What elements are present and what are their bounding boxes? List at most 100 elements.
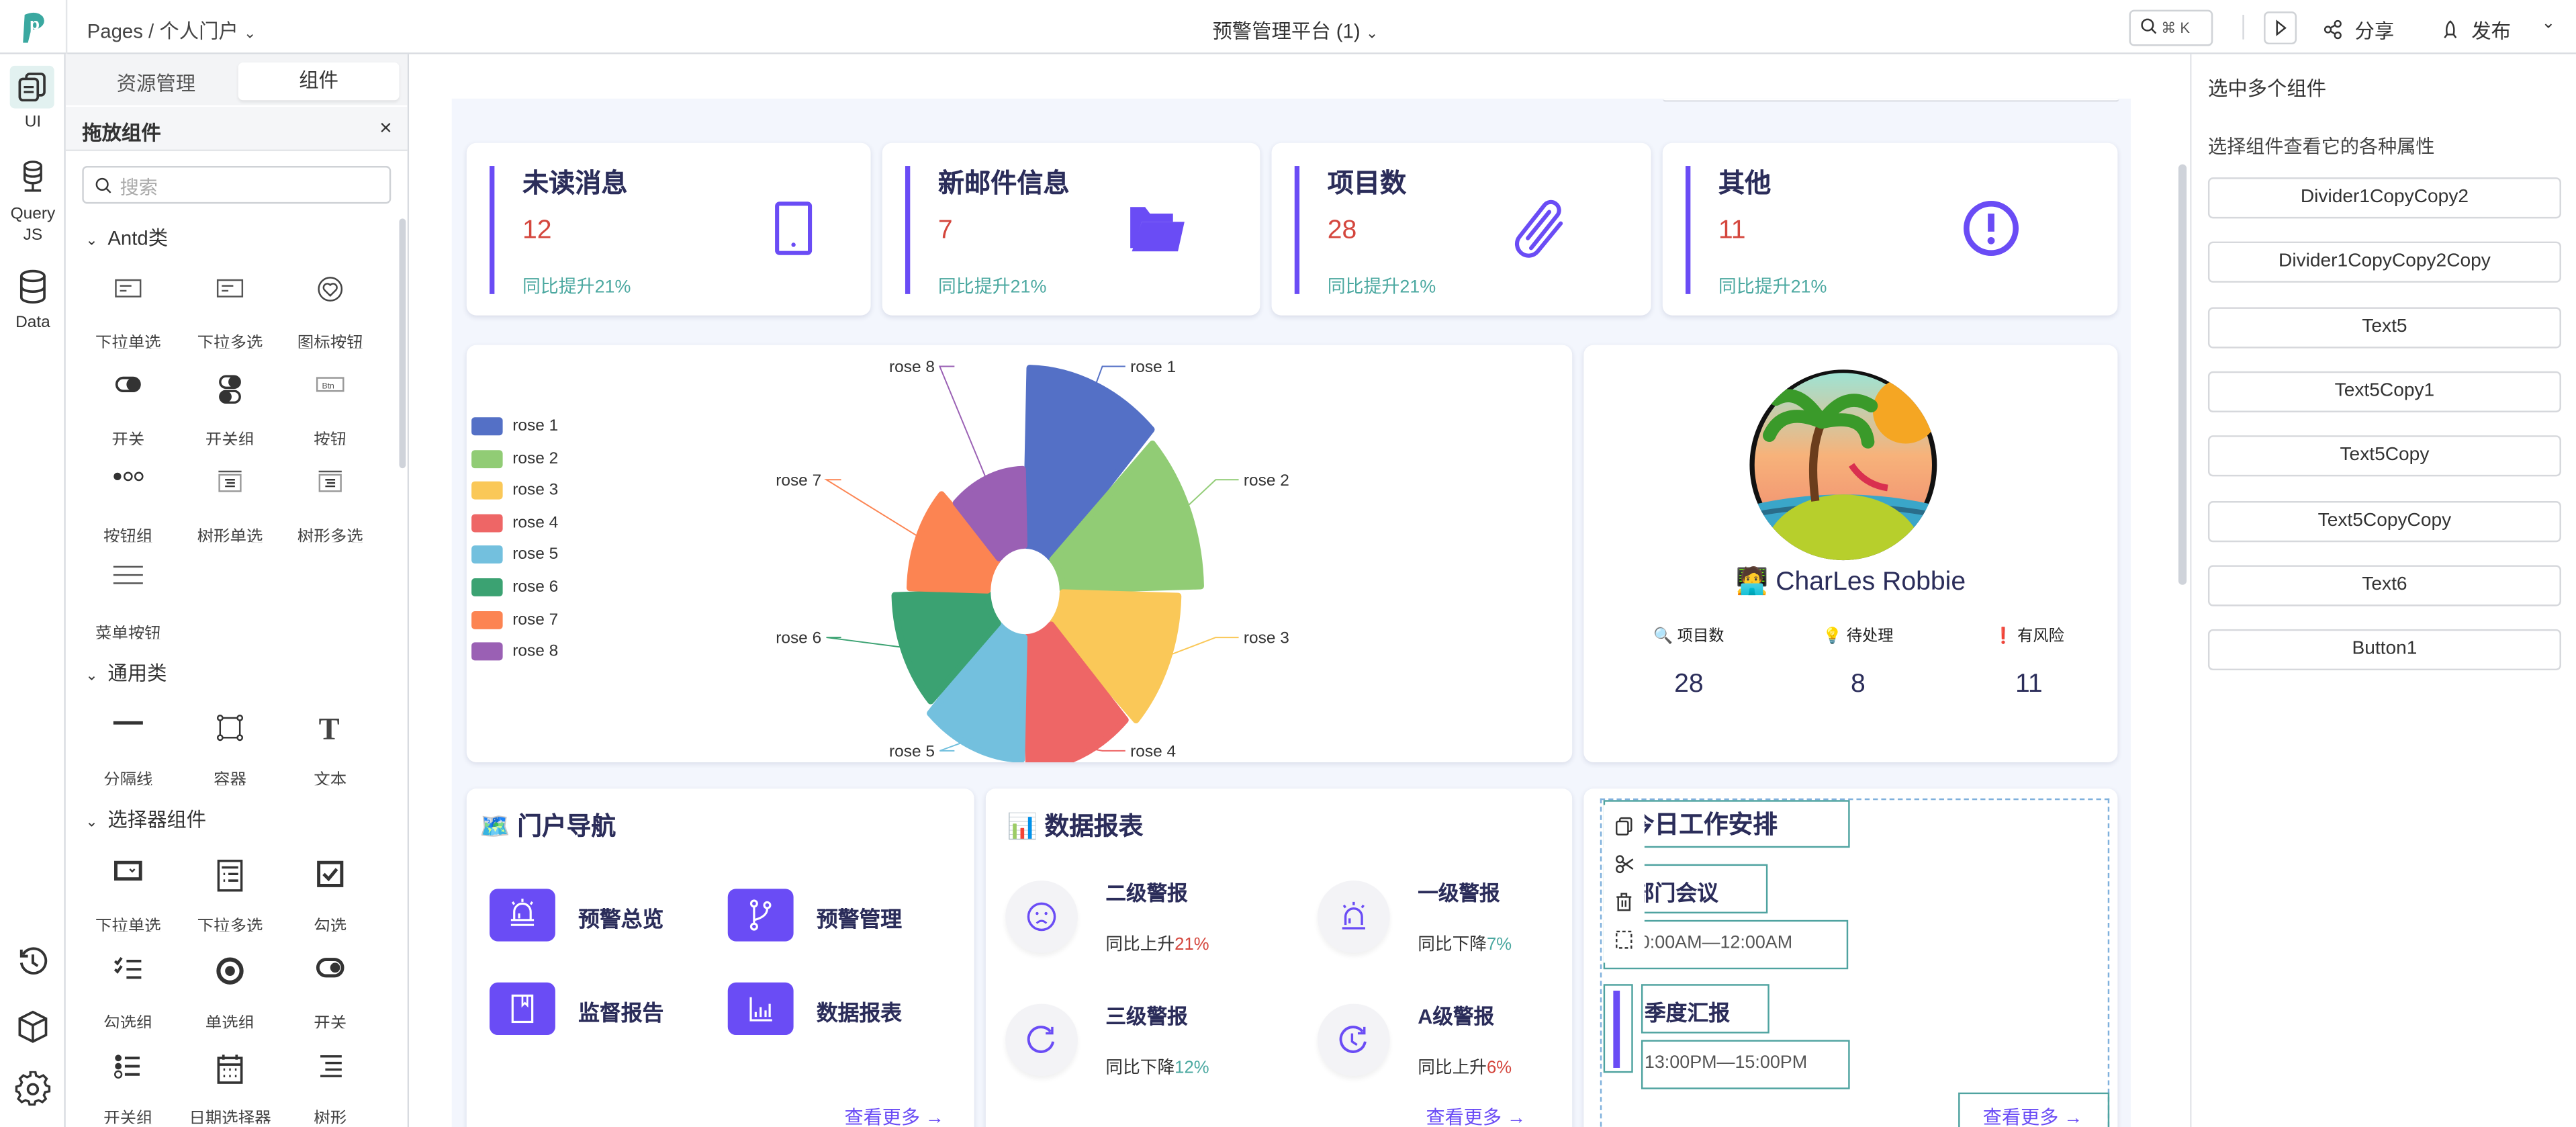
rose-segment[interactable] <box>1049 589 1182 724</box>
left-rail: UI Query JS Data <box>0 54 66 1127</box>
legend-item[interactable]: rose 3 <box>471 482 558 501</box>
breadcrumb[interactable]: Pages / 个人门户 ⌄ <box>87 16 257 44</box>
nav-item-label[interactable]: 预警总览 <box>578 907 664 932</box>
component-item[interactable] <box>179 859 281 905</box>
component-item[interactable] <box>77 713 179 746</box>
selected-component[interactable] <box>1641 984 1769 1034</box>
rose-segment[interactable] <box>1023 365 1155 561</box>
selected-component-button[interactable]: Divider1CopyCopy2 <box>2207 177 2561 219</box>
rose-segment[interactable] <box>1023 621 1129 762</box>
selected-component-button[interactable]: Button1 <box>2207 629 2561 671</box>
component-item[interactable] <box>77 859 179 895</box>
component-item[interactable] <box>279 859 381 902</box>
component-item[interactable] <box>77 276 179 312</box>
component-label: 图标按钮 <box>297 335 363 349</box>
app-title-dropdown[interactable]: 预警管理平台 (1) ⌄ <box>1212 16 1378 44</box>
delete-icon[interactable] <box>1615 892 1633 911</box>
segment-label: rose 2 <box>1244 471 1289 490</box>
tab-components[interactable]: 组件 <box>238 62 400 101</box>
cube-icon[interactable] <box>16 1009 49 1045</box>
nav-item-label[interactable]: 数据报表 <box>816 1000 903 1026</box>
legend-item[interactable]: rose 1 <box>471 417 558 437</box>
panel-scrollbar[interactable] <box>399 218 406 469</box>
select-icon[interactable] <box>1615 930 1633 949</box>
preview-button[interactable] <box>2264 11 2297 45</box>
rose-segment[interactable] <box>1049 440 1204 594</box>
share-button[interactable]: 分享 <box>2323 16 2394 44</box>
nav-item-button[interactable] <box>490 982 555 1036</box>
logo-icon[interactable]: p <box>16 10 49 54</box>
rose-segment[interactable] <box>891 589 1001 705</box>
component-item[interactable] <box>179 956 281 999</box>
section-header[interactable]: ⌄ Antd类 <box>85 224 168 252</box>
component-item[interactable] <box>77 956 179 996</box>
rose-segment[interactable] <box>906 491 1001 594</box>
canvas-scrollbar[interactable] <box>2178 164 2187 585</box>
nav-item-label[interactable]: 监督报告 <box>578 1000 664 1026</box>
legend-item[interactable]: rose 5 <box>471 546 558 566</box>
search-button[interactable]: ⌘ K <box>2129 9 2213 46</box>
legend-item[interactable]: rose 4 <box>471 514 558 533</box>
publish-options-chevron-icon[interactable]: ⌄ <box>2541 15 2556 33</box>
section-header[interactable]: ⌄ 通用类 <box>85 659 167 687</box>
component-item[interactable] <box>77 468 179 498</box>
rail-item-data[interactable]: Data <box>0 269 66 332</box>
selected-component[interactable] <box>1603 984 1633 1073</box>
component-item[interactable] <box>77 564 179 600</box>
legend-item[interactable]: rose 6 <box>471 578 558 598</box>
nav-item-button[interactable] <box>727 889 794 942</box>
selected-component-button[interactable]: Text5Copy <box>2207 435 2561 477</box>
selected-component-button[interactable]: Text5 <box>2207 306 2561 348</box>
legend-swatch <box>471 514 503 533</box>
legend-item[interactable]: rose 2 <box>471 449 558 469</box>
close-icon[interactable]: × <box>379 115 392 140</box>
component-item[interactable] <box>179 1053 281 1099</box>
component-item[interactable] <box>179 276 281 312</box>
pages-icon <box>18 73 46 102</box>
rose-segment[interactable] <box>927 621 1028 762</box>
rail-item-ui[interactable] <box>9 65 54 109</box>
tab-resources[interactable]: 资源管理 <box>116 72 196 95</box>
schedule-view-more-link[interactable]: 查看更多 → <box>1982 1109 2083 1127</box>
selected-component-button[interactable]: Text5Copy1 <box>2207 371 2561 412</box>
copy-icon[interactable] <box>1615 817 1633 836</box>
nav-item-button[interactable] <box>727 982 794 1036</box>
legend-item[interactable]: rose 7 <box>471 610 558 630</box>
selected-component[interactable] <box>1958 1092 2110 1127</box>
component-item[interactable] <box>279 468 381 508</box>
history-icon[interactable] <box>16 945 49 978</box>
component-item[interactable] <box>279 956 381 993</box>
refresh-icon <box>1027 1026 1055 1053</box>
report-view-more-link[interactable]: 查看更多 → <box>1426 1109 1526 1127</box>
selected-component-button[interactable]: Text5CopyCopy <box>2207 500 2561 541</box>
rail-item-query[interactable]: Query JS <box>0 159 66 246</box>
selected-component-button[interactable]: Text6 <box>2207 564 2561 606</box>
stat-value: 28 <box>1327 216 1357 245</box>
component-item[interactable] <box>179 713 281 756</box>
component-item[interactable] <box>77 1053 179 1093</box>
legend-label: rose 5 <box>512 546 559 565</box>
chevron-down-icon: ⌄ <box>85 667 98 684</box>
component-item[interactable]: Btn <box>279 375 381 408</box>
label-line <box>1158 637 1239 660</box>
selected-component[interactable] <box>1641 1040 1850 1089</box>
legend-item[interactable]: rose 8 <box>471 642 558 662</box>
section-header[interactable]: ⌄ 选择器组件 <box>85 805 206 833</box>
nav-view-more-link[interactable]: 查看更多 → <box>844 1109 944 1127</box>
selected-component-button[interactable]: Divider1CopyCopy2Copy <box>2207 242 2561 283</box>
component-item[interactable] <box>77 375 179 408</box>
component-item[interactable] <box>179 375 281 418</box>
gear-icon[interactable] <box>15 1071 51 1108</box>
component-item[interactable] <box>279 276 381 316</box>
component-item[interactable] <box>279 1053 381 1093</box>
publish-button[interactable]: 发布 <box>2441 16 2511 44</box>
component-search-input[interactable]: 搜索 <box>82 166 392 204</box>
component-item[interactable] <box>179 468 281 508</box>
cut-icon[interactable] <box>1615 854 1635 874</box>
component-label: 树形 <box>314 1110 347 1124</box>
nav-item-button[interactable] <box>490 889 555 942</box>
rose-segment[interactable] <box>952 465 1028 561</box>
component-item[interactable]: T <box>279 713 381 756</box>
nav-item-label[interactable]: 预警管理 <box>816 907 903 932</box>
report-item-title: 三级警报 <box>1105 1005 1188 1029</box>
